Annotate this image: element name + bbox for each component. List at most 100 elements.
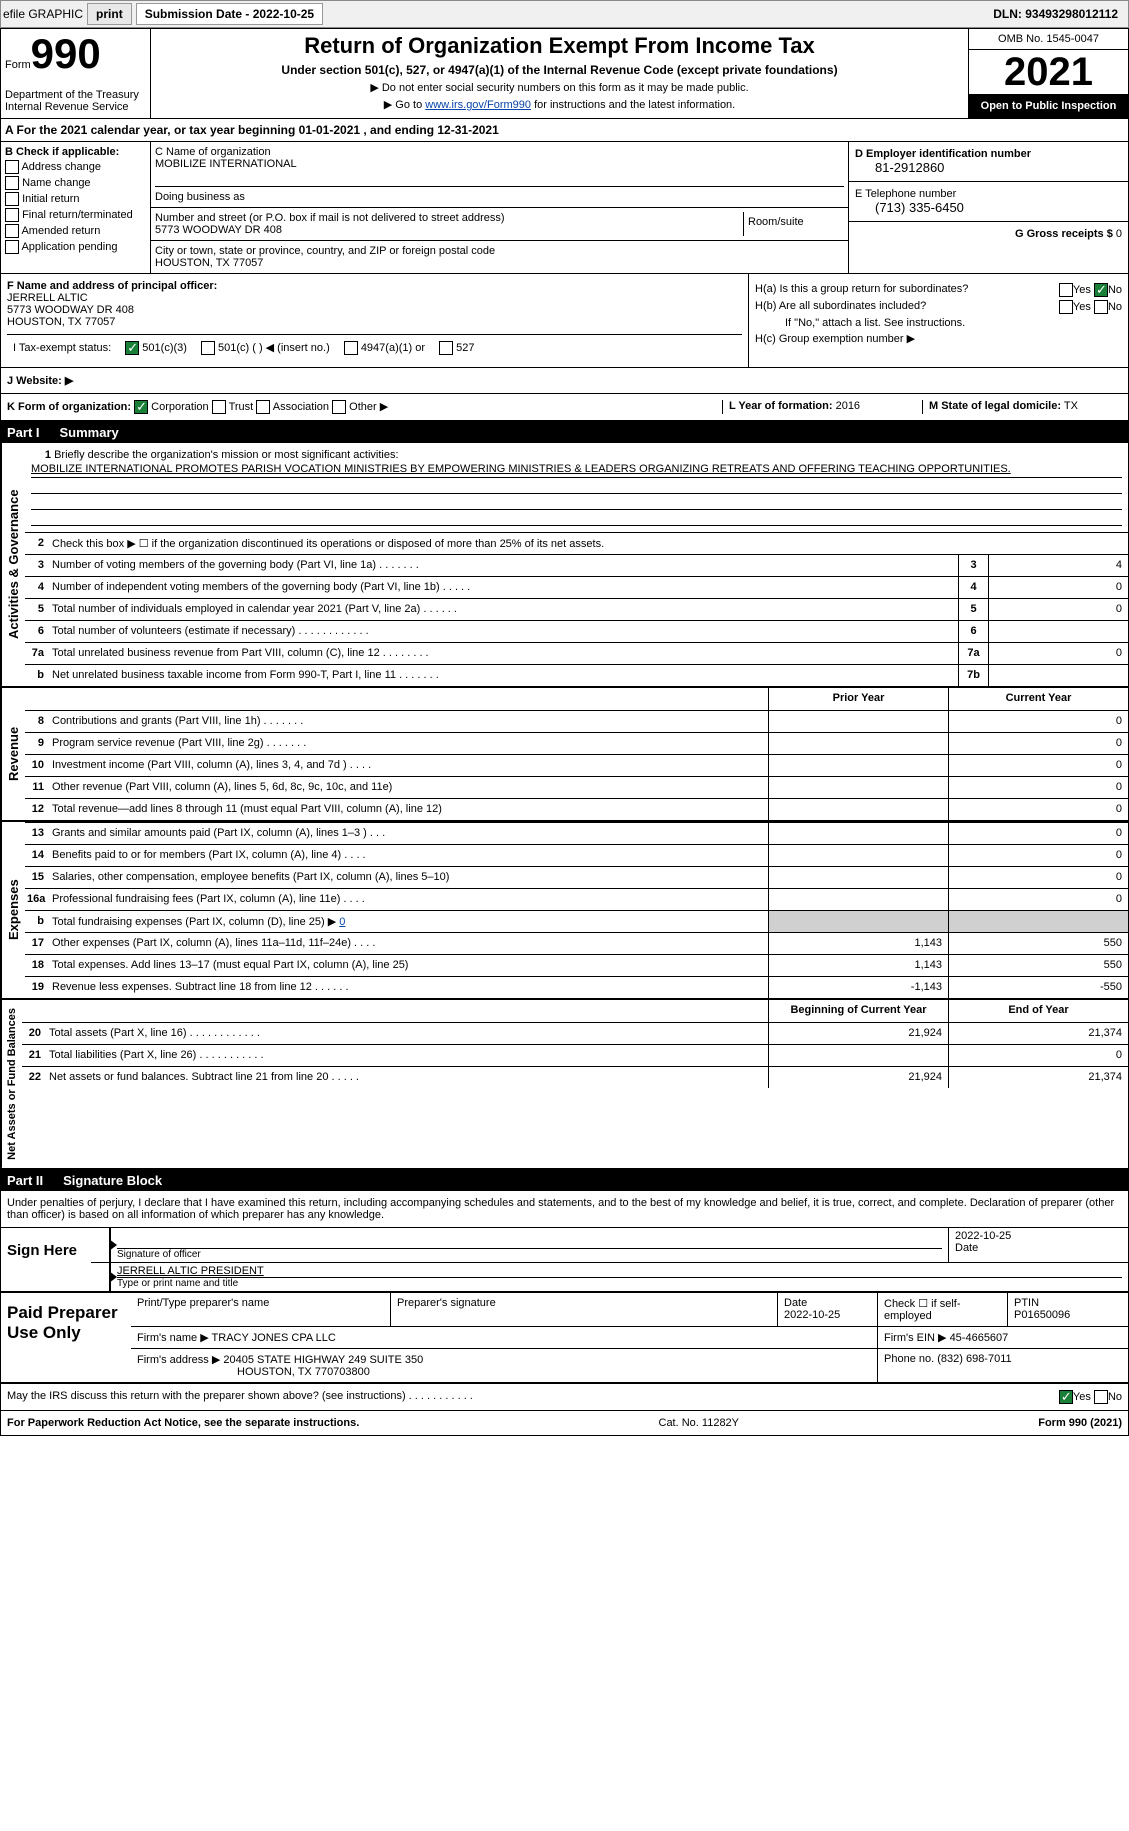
section-bcd: B Check if applicable: Address change Na… <box>1 142 1128 274</box>
cb-trust[interactable]: Trust <box>212 401 254 413</box>
line-ref: 6 <box>958 621 988 642</box>
cb-4947[interactable]: 4947(a)(1) or <box>344 341 425 355</box>
firm-addr-cell: Firm's address ▶ 20405 STATE HIGHWAY 249… <box>131 1349 878 1382</box>
ein-value: 81-2912860 <box>855 160 1122 175</box>
line-value <box>988 665 1128 686</box>
blank <box>50 688 768 710</box>
cb-application-pending[interactable]: Application pending <box>5 240 146 254</box>
line1-label: Briefly describe the organization's miss… <box>54 449 398 461</box>
firm-addr-value1: 20405 STATE HIGHWAY 249 SUITE 350 <box>223 1354 423 1366</box>
prior-value: 21,924 <box>768 1067 948 1088</box>
opt-label: 527 <box>456 342 474 354</box>
firm-phone-cell: Phone no. (832) 698-7011 <box>878 1349 1128 1382</box>
note2-pre: ▶ Go to <box>384 99 425 111</box>
row-k-form-org: K Form of organization: Corporation Trus… <box>1 394 1128 422</box>
hb-yesno: Yes No <box>1059 300 1122 314</box>
street-label: Number and street (or P.O. box if mail i… <box>155 212 743 224</box>
officer-name: JERRELL ALTIC <box>7 292 742 304</box>
line-desc: Other revenue (Part VIII, column (A), li… <box>50 777 768 798</box>
cb-final-return[interactable]: Final return/terminated <box>5 208 146 222</box>
firm-name-value: TRACY JONES CPA LLC <box>212 1332 336 1344</box>
date-label: Date <box>784 1297 871 1309</box>
sig-date-label: Date <box>955 1242 1122 1254</box>
street-row: Number and street (or P.O. box if mail i… <box>151 208 848 241</box>
ha-no-cb[interactable] <box>1094 283 1108 297</box>
cb-name-change[interactable]: Name change <box>5 176 146 190</box>
cb-initial-return[interactable]: Initial return <box>5 192 146 206</box>
officer-street: 5773 WOODWAY DR 408 <box>7 304 742 316</box>
cb-address-change[interactable]: Address change <box>5 160 146 174</box>
summary-line: 21 Total liabilities (Part X, line 26) .… <box>22 1044 1128 1066</box>
hb-yes-cb[interactable] <box>1059 300 1073 314</box>
current-value: 0 <box>948 711 1128 732</box>
discuss-text: May the IRS discuss this return with the… <box>7 1390 473 1404</box>
hb-no-cb[interactable] <box>1094 300 1108 314</box>
current-value: 0 <box>948 889 1128 910</box>
cb-501c[interactable]: 501(c) ( ) ◀ (insert no.) <box>201 341 330 355</box>
sig-name-row: JERRELL ALTIC PRESIDENT Type or print na… <box>91 1263 1128 1291</box>
k-left: K Form of organization: Corporation Trus… <box>7 400 722 414</box>
page-footer: For Paperwork Reduction Act Notice, see … <box>1 1411 1128 1435</box>
prior-value <box>768 867 948 888</box>
irs-label: Internal Revenue Service <box>5 101 146 113</box>
prior-value <box>768 845 948 866</box>
fundraising-link[interactable]: 0 <box>339 916 345 928</box>
firm-ein-label: Firm's EIN ▶ <box>884 1332 947 1344</box>
summary-line: 8 Contributions and grants (Part VIII, l… <box>25 710 1128 732</box>
summary-line: 5 Total number of individuals employed i… <box>25 598 1128 620</box>
city-cell: City or town, state or province, country… <box>151 241 848 273</box>
summary-line: 18 Total expenses. Add lines 13–17 (must… <box>25 954 1128 976</box>
cb-501c3[interactable]: 501(c)(3) <box>125 341 187 355</box>
no-label: No <box>1108 284 1122 296</box>
cb-assoc[interactable]: Association <box>256 401 329 413</box>
firm-name-label: Firm's name ▶ <box>137 1332 209 1344</box>
firm-phone-label: Phone no. <box>884 1353 934 1365</box>
hc-row: H(c) Group exemption number ▶ <box>755 332 1122 345</box>
paid-preparer-label: Paid Preparer Use Only <box>1 1293 131 1382</box>
ein-cell: D Employer identification number 81-2912… <box>849 142 1128 182</box>
sign-fields: Signature of officer 2022-10-25 Date JER… <box>91 1228 1128 1291</box>
self-employed-check[interactable]: Check ☐ if self-employed <box>878 1293 1008 1326</box>
line-num: 18 <box>25 955 50 976</box>
line-desc: Total liabilities (Part X, line 26) . . … <box>47 1045 768 1066</box>
current-value: 0 <box>948 733 1128 754</box>
no-label: No <box>1108 301 1122 313</box>
irs-link[interactable]: www.irs.gov/Form990 <box>425 99 531 111</box>
name-title-label: Type or print name and title <box>117 1277 1122 1289</box>
sign-here-block: Sign Here Signature of officer 2022-10-2… <box>1 1228 1128 1293</box>
header-note2: ▶ Go to www.irs.gov/Form990 for instruct… <box>159 98 960 111</box>
cat-number: Cat. No. 11282Y <box>659 1417 740 1429</box>
cb-527[interactable]: 527 <box>439 341 474 355</box>
current-value: 0 <box>948 799 1128 820</box>
form-header: Form990 Department of the Treasury Inter… <box>1 29 1128 119</box>
officer-city: HOUSTON, TX 77057 <box>7 316 742 328</box>
vtab-revenue: Revenue <box>1 688 25 820</box>
officer-label: F Name and address of principal officer: <box>7 280 742 292</box>
form-number: 990 <box>31 30 101 77</box>
summary-line: 16a Professional fundraising fees (Part … <box>25 888 1128 910</box>
line-num: 17 <box>25 933 50 954</box>
name-title-field: JERRELL ALTIC PRESIDENT Type or print na… <box>111 1263 1128 1291</box>
col-b-checkboxes: B Check if applicable: Address change Na… <box>1 142 151 273</box>
signature-field[interactable]: Signature of officer <box>111 1228 948 1262</box>
discuss-no-cb[interactable] <box>1094 1390 1108 1404</box>
cb-label: Amended return <box>21 225 100 237</box>
cb-corp[interactable]: Corporation <box>134 401 209 413</box>
line-desc: Total revenue—add lines 8 through 11 (mu… <box>50 799 768 820</box>
cb-other[interactable]: Other ▶ <box>332 401 388 413</box>
current-value: 0 <box>948 845 1128 866</box>
discuss-yes-cb[interactable] <box>1059 1390 1073 1404</box>
l-value: 2016 <box>836 400 860 412</box>
print-button[interactable]: print <box>87 3 132 25</box>
cb-amended-return[interactable]: Amended return <box>5 224 146 238</box>
current-value: 21,374 <box>948 1067 1128 1088</box>
city-value: HOUSTON, TX 77057 <box>155 257 844 269</box>
line-num: 5 <box>25 599 50 620</box>
prior-value <box>768 823 948 844</box>
blank-line <box>31 494 1122 510</box>
net-header-row: Beginning of Current Year End of Year <box>22 1000 1128 1022</box>
summary-line: 3 Number of voting members of the govern… <box>25 554 1128 576</box>
summary-line: 10 Investment income (Part VIII, column … <box>25 754 1128 776</box>
vtab-activities: Activities & Governance <box>1 443 25 686</box>
ha-yes-cb[interactable] <box>1059 283 1073 297</box>
